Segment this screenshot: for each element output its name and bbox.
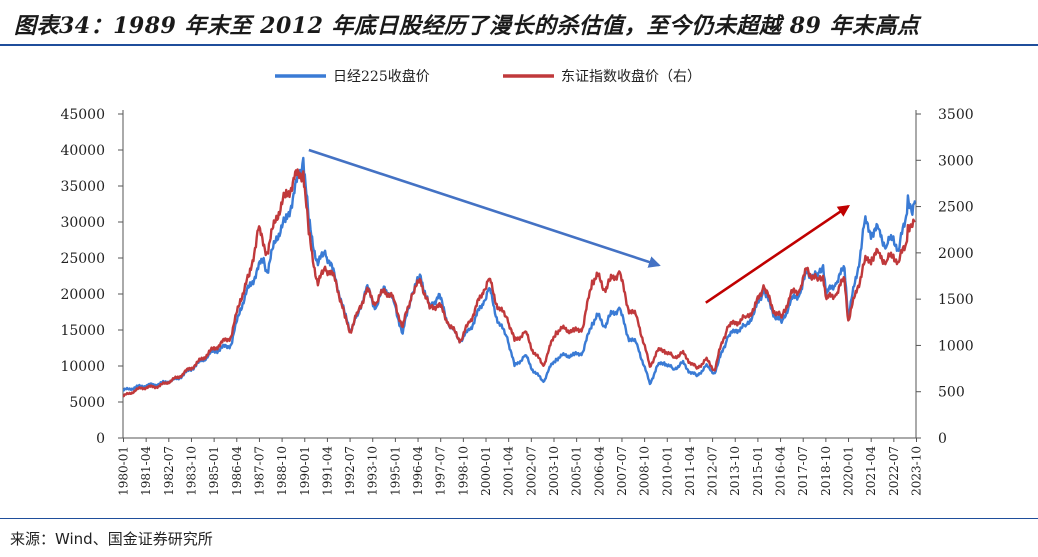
source-note: 来源：Wind、国金证券研究所: [10, 530, 213, 548]
x-tick-label: 2012-07: [706, 446, 720, 496]
x-tick-label: 1983-10: [184, 446, 198, 496]
y-right-tick-label: 1500: [938, 292, 974, 308]
figure-title: 图表34：1989 年末至 2012 年底日股经历了漫长的杀估值，至今仍未超越 …: [14, 13, 920, 39]
x-tick-label: 1981-04: [139, 446, 153, 496]
trend-arrows: [308, 148, 850, 304]
x-tick-label: 2006-04: [592, 446, 606, 496]
y-left-tick-label: 0: [96, 431, 105, 447]
series-lines: [122, 156, 917, 398]
uptrend-arrow: [705, 205, 850, 304]
y-left-tick-label: 40000: [60, 143, 105, 159]
x-tick-label: 2016-04: [774, 446, 788, 496]
x-tick-label: 1985-01: [207, 446, 221, 496]
y-left-tick-label: 20000: [60, 287, 105, 303]
x-tick-label: 1998-10: [456, 446, 470, 496]
y-right-tick-label: 500: [938, 385, 965, 401]
x-tick-label: 2020-01: [842, 446, 856, 496]
x-tick-label: 1995-01: [388, 446, 402, 496]
series-line-topix: [122, 168, 916, 398]
legend: 日经225收盘价 东证指数收盘价（右）: [275, 68, 701, 85]
bottom-rule: [0, 518, 1038, 519]
axes: [122, 110, 917, 439]
x-tick-label: 2003-10: [547, 446, 561, 496]
y-right-tick-label: 0: [938, 431, 947, 447]
x-tick-label: 2000-01: [479, 446, 493, 496]
x-tick-label: 2013-10: [728, 446, 742, 496]
x-tick-label: 1986-04: [230, 446, 244, 496]
y-right-tick-label: 3000: [938, 153, 974, 169]
y-axis-left: 0 5000 10000 15000 20000 25000 30000 35000 40000…: [60, 107, 123, 447]
x-tick-label: 1982-07: [162, 446, 176, 496]
x-tick-label: 2015-01: [751, 446, 765, 496]
legend-label-nikkei: 日经225收盘价: [333, 68, 430, 85]
x-tick-label: 1992-07: [343, 446, 357, 496]
x-tick-label: 1980-01: [117, 446, 131, 496]
top-rule: [0, 44, 1038, 46]
y-axis-right: 0 500 1000 1500 2000 2500 3000 3500: [916, 107, 974, 447]
y-right-tick-label: 3500: [938, 107, 974, 123]
series-line-nikkei: [122, 156, 917, 392]
legend-label-topix: 东证指数收盘价（右）: [561, 68, 701, 85]
x-tick-label: 2002-07: [524, 446, 538, 496]
y-right-tick-label: 2000: [938, 246, 974, 262]
x-tick-label: 2017-07: [796, 446, 810, 496]
y-left-tick-label: 10000: [60, 359, 105, 375]
y-left-tick-label: 30000: [60, 215, 105, 231]
x-tick-label: 1988-10: [275, 446, 289, 496]
x-tick-label: 2008-10: [638, 446, 652, 496]
x-axis: 1980-01 1981-04 1982-07 1983-10 1985-01 1986-…: [117, 438, 924, 496]
y-right-tick-label: 1000: [938, 338, 974, 354]
x-tick-label: 1996-04: [411, 446, 425, 496]
y-right-tick-label: 2500: [938, 200, 974, 216]
chart: 日经225收盘价 东证指数收盘价（右） 05000100001500020000…: [60, 68, 974, 496]
x-tick-label: 2005-01: [570, 446, 584, 496]
x-tick-label: 1997-07: [434, 446, 448, 496]
y-left-tick-label: 45000: [60, 107, 105, 123]
x-tick-label: 2007-07: [615, 446, 629, 496]
x-tick-label: 1990-01: [298, 446, 312, 496]
x-tick-label: 2018-10: [819, 446, 833, 496]
x-tick-label: 2021-04: [864, 446, 878, 496]
x-tick-label: 1991-04: [320, 446, 334, 496]
y-left-tick-label: 5000: [69, 395, 105, 411]
x-tick-label: 2023-10: [910, 446, 924, 496]
x-tick-label: 2011-04: [683, 446, 697, 496]
x-tick-label: 2001-04: [502, 446, 516, 496]
y-left-tick-label: 25000: [60, 251, 105, 267]
x-tick-label: 1987-07: [252, 446, 266, 496]
x-tick-label: 2022-07: [887, 446, 901, 496]
downtrend-arrow: [308, 148, 661, 268]
y-left-tick-label: 35000: [60, 179, 105, 195]
x-tick-label: 1993-10: [366, 446, 380, 496]
x-tick-label: 2010-01: [660, 446, 674, 496]
y-left-tick-label: 15000: [60, 323, 105, 339]
